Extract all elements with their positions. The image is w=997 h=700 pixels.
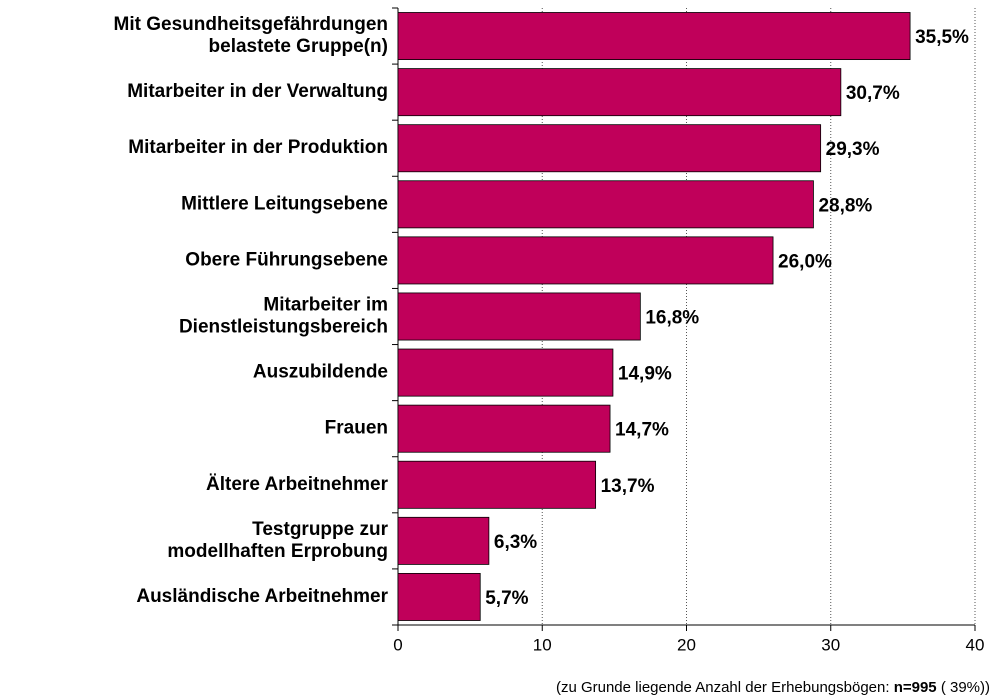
value-label: 16,8% <box>645 308 699 329</box>
y-tick-label: Frauen <box>325 418 388 439</box>
y-tick-label: Mitarbeiter im Dienstleistungsbereich <box>179 295 388 338</box>
bar <box>397 348 614 397</box>
value-label: 30,7% <box>846 83 900 104</box>
bar <box>397 236 774 285</box>
value-label: 6,3% <box>494 532 537 553</box>
value-label: 14,7% <box>615 420 669 441</box>
x-tick-label: 10 <box>533 635 552 654</box>
bar <box>397 12 911 61</box>
bar <box>397 124 822 173</box>
y-tick-label: Testgruppe zur modellhaften Erprobung <box>167 519 388 562</box>
value-label: 29,3% <box>826 139 880 160</box>
x-tick-label: 0 <box>393 635 402 654</box>
bar <box>397 404 611 453</box>
x-tick-label: 30 <box>821 635 840 654</box>
bar <box>397 292 641 341</box>
value-label: 5,7% <box>485 588 528 609</box>
y-tick-label: Mitarbeiter in der Produktion <box>128 137 388 158</box>
bar <box>397 516 490 565</box>
bar <box>397 460 597 509</box>
y-tick-label: Mittlere Leitungsebene <box>181 193 388 214</box>
bar <box>397 68 842 117</box>
footnote: (zu Grunde liegende Anzahl der Erhebungs… <box>556 679 990 696</box>
footnote-prefix: (zu Grunde liegende Anzahl der Erhebungs… <box>556 679 894 696</box>
footnote-n: n=995 <box>894 679 937 696</box>
y-tick-label: Obere Führungsebene <box>185 249 388 270</box>
y-tick-label: Ältere Arbeitnehmer <box>206 474 389 495</box>
x-tick-label: 20 <box>677 635 696 654</box>
y-tick-label: Ausländische Arbeitnehmer <box>136 586 388 607</box>
value-label: 26,0% <box>778 251 832 272</box>
value-label: 35,5% <box>915 27 969 48</box>
bar <box>397 180 814 229</box>
footnote-suffix: ( 39%)) <box>937 679 990 696</box>
y-tick-label: Mitarbeiter in der Verwaltung <box>127 81 388 102</box>
value-label: 13,7% <box>601 476 655 497</box>
bar <box>397 572 481 621</box>
y-tick-label: Auszubildende <box>253 362 388 383</box>
y-tick-label: Mit Gesundheitsgefährdungen belastete Gru… <box>114 14 388 57</box>
x-tick-label: 40 <box>966 635 985 654</box>
value-label: 14,9% <box>618 364 672 385</box>
value-label: 28,8% <box>818 195 872 216</box>
